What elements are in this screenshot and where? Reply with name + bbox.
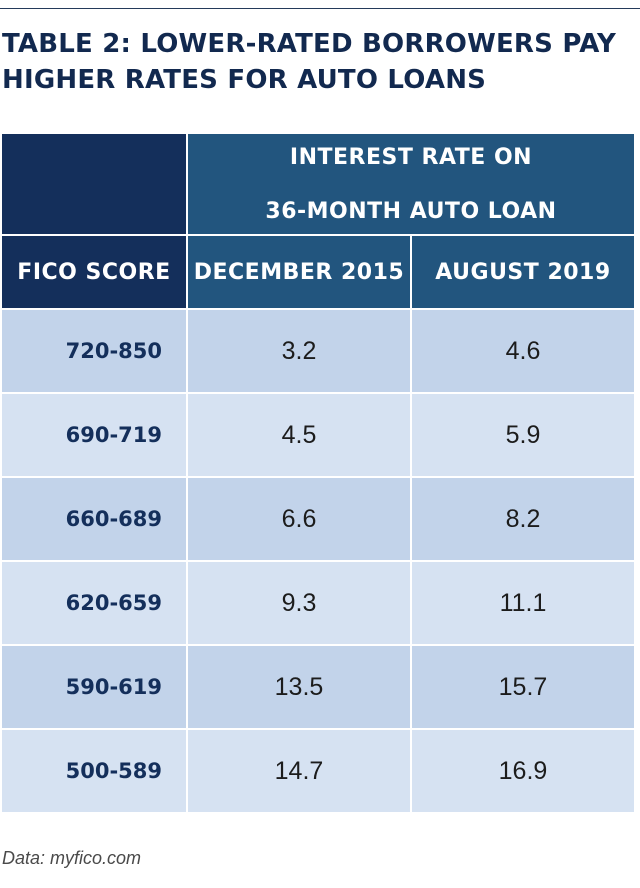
rates-table: INTEREST RATE ON 36-MONTH AUTO LOAN FICO S…	[2, 134, 636, 812]
fico-range-cell: 590-619	[2, 646, 186, 728]
rate-dec-2015-cell: 6.6	[188, 478, 410, 560]
rate-aug-2019-cell: 16.9	[412, 730, 634, 812]
rate-aug-2019-cell: 8.2	[412, 478, 634, 560]
rate-dec-2015-cell: 13.5	[188, 646, 410, 728]
fico-range-cell: 620-659	[2, 562, 186, 644]
rate-aug-2019-cell: 15.7	[412, 646, 634, 728]
column-header-fico: FICO SCORE	[2, 236, 186, 308]
fico-range-cell: 500-589	[2, 730, 186, 812]
rate-dec-2015-cell: 3.2	[188, 310, 410, 392]
rate-aug-2019-cell: 5.9	[412, 394, 634, 476]
column-header-aug-2019: AUGUST 2019	[412, 236, 634, 308]
column-header-dec-2015: DECEMBER 2015	[188, 236, 410, 308]
top-rule	[0, 8, 640, 9]
rate-dec-2015-cell: 9.3	[188, 562, 410, 644]
rate-dec-2015-cell: 4.5	[188, 394, 410, 476]
group-header: INTEREST RATE ON 36-MONTH AUTO LOAN	[188, 134, 634, 234]
rate-aug-2019-cell: 11.1	[412, 562, 634, 644]
table-title: TABLE 2: LOWER-RATED BORROWERS PAY HIGHE…	[2, 29, 617, 95]
rate-dec-2015-cell: 14.7	[188, 730, 410, 812]
fico-range-cell: 690-719	[2, 394, 186, 476]
fico-range-cell: 660-689	[2, 478, 186, 560]
rate-aug-2019-cell: 4.6	[412, 310, 634, 392]
fico-range-cell: 720-850	[2, 310, 186, 392]
header-corner-cell	[2, 134, 186, 234]
source-note: Data: myfico.com	[2, 848, 142, 868]
